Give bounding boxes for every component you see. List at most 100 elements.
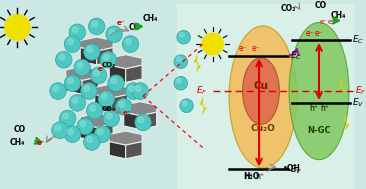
- Polygon shape: [109, 131, 142, 145]
- Circle shape: [80, 121, 86, 127]
- Circle shape: [68, 78, 73, 84]
- Circle shape: [138, 117, 144, 123]
- Text: e⁻: e⁻: [306, 29, 314, 38]
- Bar: [0, 4, 177, 189]
- Circle shape: [74, 59, 90, 76]
- Text: $E_F$: $E_F$: [355, 85, 366, 97]
- Text: Cu₂O: Cu₂O: [250, 124, 275, 133]
- Circle shape: [72, 27, 78, 33]
- Circle shape: [52, 122, 68, 139]
- Text: CO₂: CO₂: [101, 106, 116, 112]
- Circle shape: [90, 105, 96, 111]
- Circle shape: [132, 83, 148, 99]
- Circle shape: [98, 91, 115, 107]
- Text: e⁻: e⁻: [123, 110, 131, 116]
- Circle shape: [68, 129, 73, 135]
- Circle shape: [94, 70, 100, 76]
- Circle shape: [56, 51, 72, 68]
- Circle shape: [106, 26, 122, 43]
- Circle shape: [125, 83, 142, 99]
- Bar: [177, 4, 354, 189]
- Polygon shape: [343, 114, 350, 131]
- Circle shape: [122, 36, 139, 52]
- Circle shape: [83, 134, 100, 150]
- Circle shape: [180, 99, 193, 113]
- Text: h⁺: h⁺: [244, 172, 254, 181]
- Text: h⁺: h⁺: [309, 104, 318, 113]
- Circle shape: [176, 78, 181, 83]
- Circle shape: [174, 76, 187, 90]
- Circle shape: [87, 137, 93, 143]
- Polygon shape: [80, 113, 113, 128]
- Polygon shape: [124, 112, 140, 129]
- Circle shape: [176, 57, 181, 62]
- Text: e⁻: e⁻: [251, 44, 260, 53]
- Circle shape: [72, 97, 78, 103]
- Circle shape: [126, 39, 131, 44]
- Circle shape: [59, 110, 76, 127]
- Circle shape: [68, 39, 73, 44]
- Circle shape: [81, 83, 97, 99]
- Text: $E_F$: $E_F$: [197, 85, 208, 97]
- Polygon shape: [80, 124, 97, 141]
- Text: e⁻: e⁻: [239, 44, 247, 53]
- Circle shape: [77, 118, 93, 135]
- Circle shape: [5, 15, 30, 40]
- Circle shape: [63, 113, 68, 119]
- Text: e⁻: e⁻: [117, 20, 126, 26]
- Text: N-GC: N-GC: [307, 126, 331, 135]
- Circle shape: [92, 21, 97, 27]
- Text: e⁻: e⁻: [98, 66, 106, 71]
- Polygon shape: [109, 142, 126, 159]
- Circle shape: [109, 29, 115, 35]
- Circle shape: [119, 101, 124, 107]
- Circle shape: [69, 94, 86, 111]
- Polygon shape: [80, 48, 97, 65]
- Circle shape: [103, 54, 109, 60]
- Text: h⁺: h⁺: [255, 172, 264, 181]
- Text: e⁻: e⁻: [328, 19, 336, 26]
- Circle shape: [177, 30, 190, 44]
- Polygon shape: [126, 65, 142, 82]
- Circle shape: [179, 32, 184, 37]
- Circle shape: [106, 113, 112, 119]
- Circle shape: [53, 86, 59, 91]
- Circle shape: [64, 36, 81, 52]
- Circle shape: [86, 102, 103, 119]
- Text: h⁺: h⁺: [320, 104, 329, 113]
- Polygon shape: [199, 96, 207, 115]
- Circle shape: [135, 86, 141, 91]
- Polygon shape: [66, 77, 82, 94]
- Circle shape: [84, 86, 90, 91]
- Circle shape: [83, 44, 100, 60]
- Polygon shape: [194, 54, 201, 74]
- Text: CO₂: CO₂: [280, 4, 296, 13]
- Text: $E_C$: $E_C$: [290, 50, 302, 62]
- Circle shape: [90, 67, 107, 84]
- Circle shape: [55, 125, 61, 131]
- Circle shape: [64, 75, 81, 91]
- Polygon shape: [97, 48, 113, 65]
- Circle shape: [103, 110, 119, 127]
- Text: CO: CO: [14, 125, 26, 134]
- Text: CH₄: CH₄: [330, 11, 346, 20]
- Ellipse shape: [289, 22, 349, 160]
- Text: $E_V$: $E_V$: [290, 163, 302, 176]
- Text: e⁻: e⁻: [320, 19, 328, 26]
- Circle shape: [116, 98, 132, 115]
- Circle shape: [50, 83, 66, 99]
- Polygon shape: [66, 66, 98, 81]
- Polygon shape: [126, 142, 142, 159]
- Polygon shape: [109, 65, 126, 82]
- Circle shape: [108, 75, 124, 91]
- Ellipse shape: [229, 26, 297, 168]
- Polygon shape: [111, 95, 128, 112]
- Circle shape: [89, 18, 105, 35]
- Polygon shape: [339, 77, 346, 95]
- Circle shape: [94, 126, 111, 143]
- Circle shape: [135, 114, 151, 131]
- Text: e⁻: e⁻: [37, 140, 45, 146]
- Circle shape: [128, 86, 134, 91]
- Polygon shape: [97, 124, 113, 141]
- Polygon shape: [124, 102, 157, 116]
